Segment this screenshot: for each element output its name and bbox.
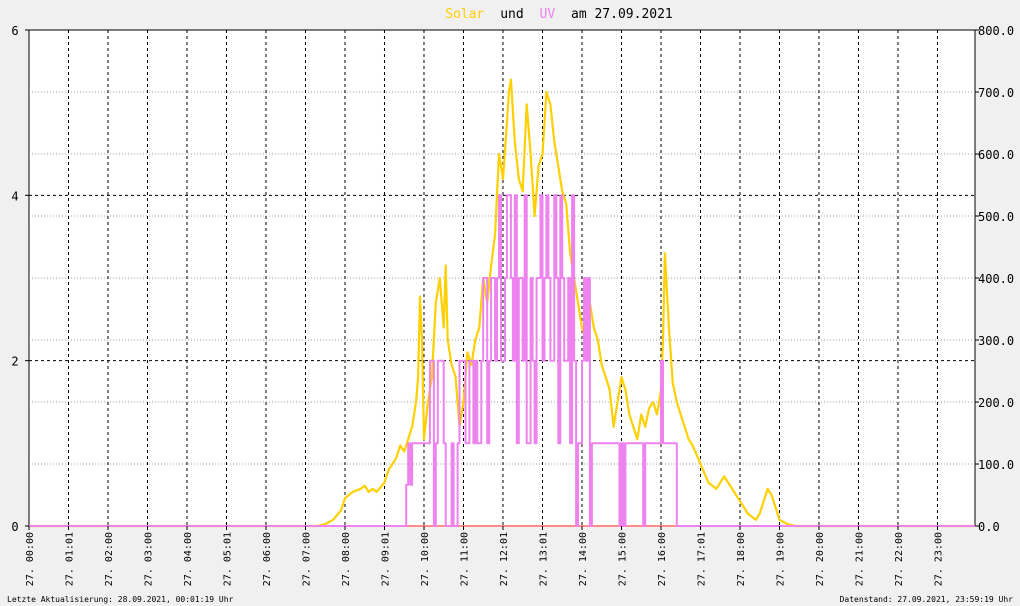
title-uv: UV <box>540 7 556 22</box>
y-right-tick-label: 800.0 <box>978 24 1014 38</box>
x-tick-label: 27. 16:00 <box>657 532 668 586</box>
x-tick-label: 27. 18:00 <box>736 532 747 586</box>
x-tick-label: 27. 11:00 <box>459 532 470 586</box>
x-tick-label: 27. 07:00 <box>301 532 312 586</box>
chart-title: Solar und UV am 27.09.2021 <box>445 7 673 22</box>
y-right-tick-label: 500.0 <box>978 210 1014 224</box>
x-axis: 27. 00:00 27. 01:01 27. 02:00 27. 03:00 27. … <box>25 526 944 586</box>
footer-data-status: Datenstand: 27.09.2021, 23:59:19 Uhr <box>840 595 1014 604</box>
x-tick-label: 27. 05:01 <box>222 532 233 586</box>
y-right-tick-label: 100.0 <box>978 458 1014 472</box>
y-right-tick-label: 700.0 <box>978 86 1014 100</box>
y-right-tick-label: 0.0 <box>978 520 1000 534</box>
x-tick-label: 27. 01:01 <box>64 532 75 586</box>
title-date: am 27.09.2021 <box>571 7 673 22</box>
uv-series-line <box>29 194 975 527</box>
x-tick-label: 27. 03:00 <box>143 532 154 586</box>
x-tick-label: 27. 21:00 <box>854 532 865 586</box>
y-left-tick-label: 6 <box>11 24 18 38</box>
x-tick-label: 27. 06:00 <box>262 532 273 586</box>
x-tick-label: 27. 10:00 <box>420 532 431 586</box>
x-tick-label: 27. 02:00 <box>104 532 115 586</box>
x-tick-label: 27. 23:00 <box>933 532 944 586</box>
footer-last-update: Letzte Aktualisierung: 28.09.2021, 00:01… <box>7 595 234 604</box>
y-left-tick-label: 0 <box>11 520 18 534</box>
x-tick-label: 27. 08:00 <box>341 532 352 586</box>
y-right-tick-label: 300.0 <box>978 334 1014 348</box>
x-tick-label: 27. 13:01 <box>538 532 549 586</box>
x-tick-label: 27. 09:01 <box>380 532 391 586</box>
x-tick-label: 27. 22:00 <box>894 532 905 586</box>
y-left-tick-label: 2 <box>11 355 18 369</box>
x-tick-label: 27. 14:00 <box>578 532 589 586</box>
solar-series-line <box>29 78 975 528</box>
x-tick-label: 27. 12:01 <box>499 532 510 586</box>
x-tick-label: 27. 20:00 <box>815 532 826 586</box>
x-tick-label: 27. 00:00 <box>25 532 36 586</box>
x-tick-label: 27. 19:00 <box>775 532 786 586</box>
y-right-tick-label: 400.0 <box>978 272 1014 286</box>
y-axis-right: 0.0 100.0 200.0 300.0 400.0 500.0 600.0 700.0 80… <box>975 24 1014 534</box>
y-right-tick-label: 600.0 <box>978 148 1014 162</box>
x-tick-label: 27. 15:00 <box>617 532 628 586</box>
title-solar: Solar <box>445 7 484 22</box>
x-tick-label: 27. 17:01 <box>696 532 707 586</box>
y-left-tick-label: 4 <box>11 189 18 203</box>
y-axis-left: 0 2 4 6 <box>11 24 29 534</box>
x-tick-label: 27. 04:00 <box>183 532 194 586</box>
y-right-tick-label: 200.0 <box>978 396 1014 410</box>
title-und: und <box>500 7 523 22</box>
